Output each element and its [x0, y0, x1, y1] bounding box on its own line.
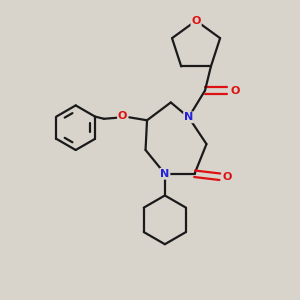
Text: N: N	[160, 169, 170, 179]
Text: O: O	[118, 111, 127, 121]
Text: O: O	[230, 85, 239, 96]
Text: O: O	[191, 16, 201, 26]
Text: O: O	[223, 172, 232, 182]
Text: N: N	[184, 112, 193, 122]
